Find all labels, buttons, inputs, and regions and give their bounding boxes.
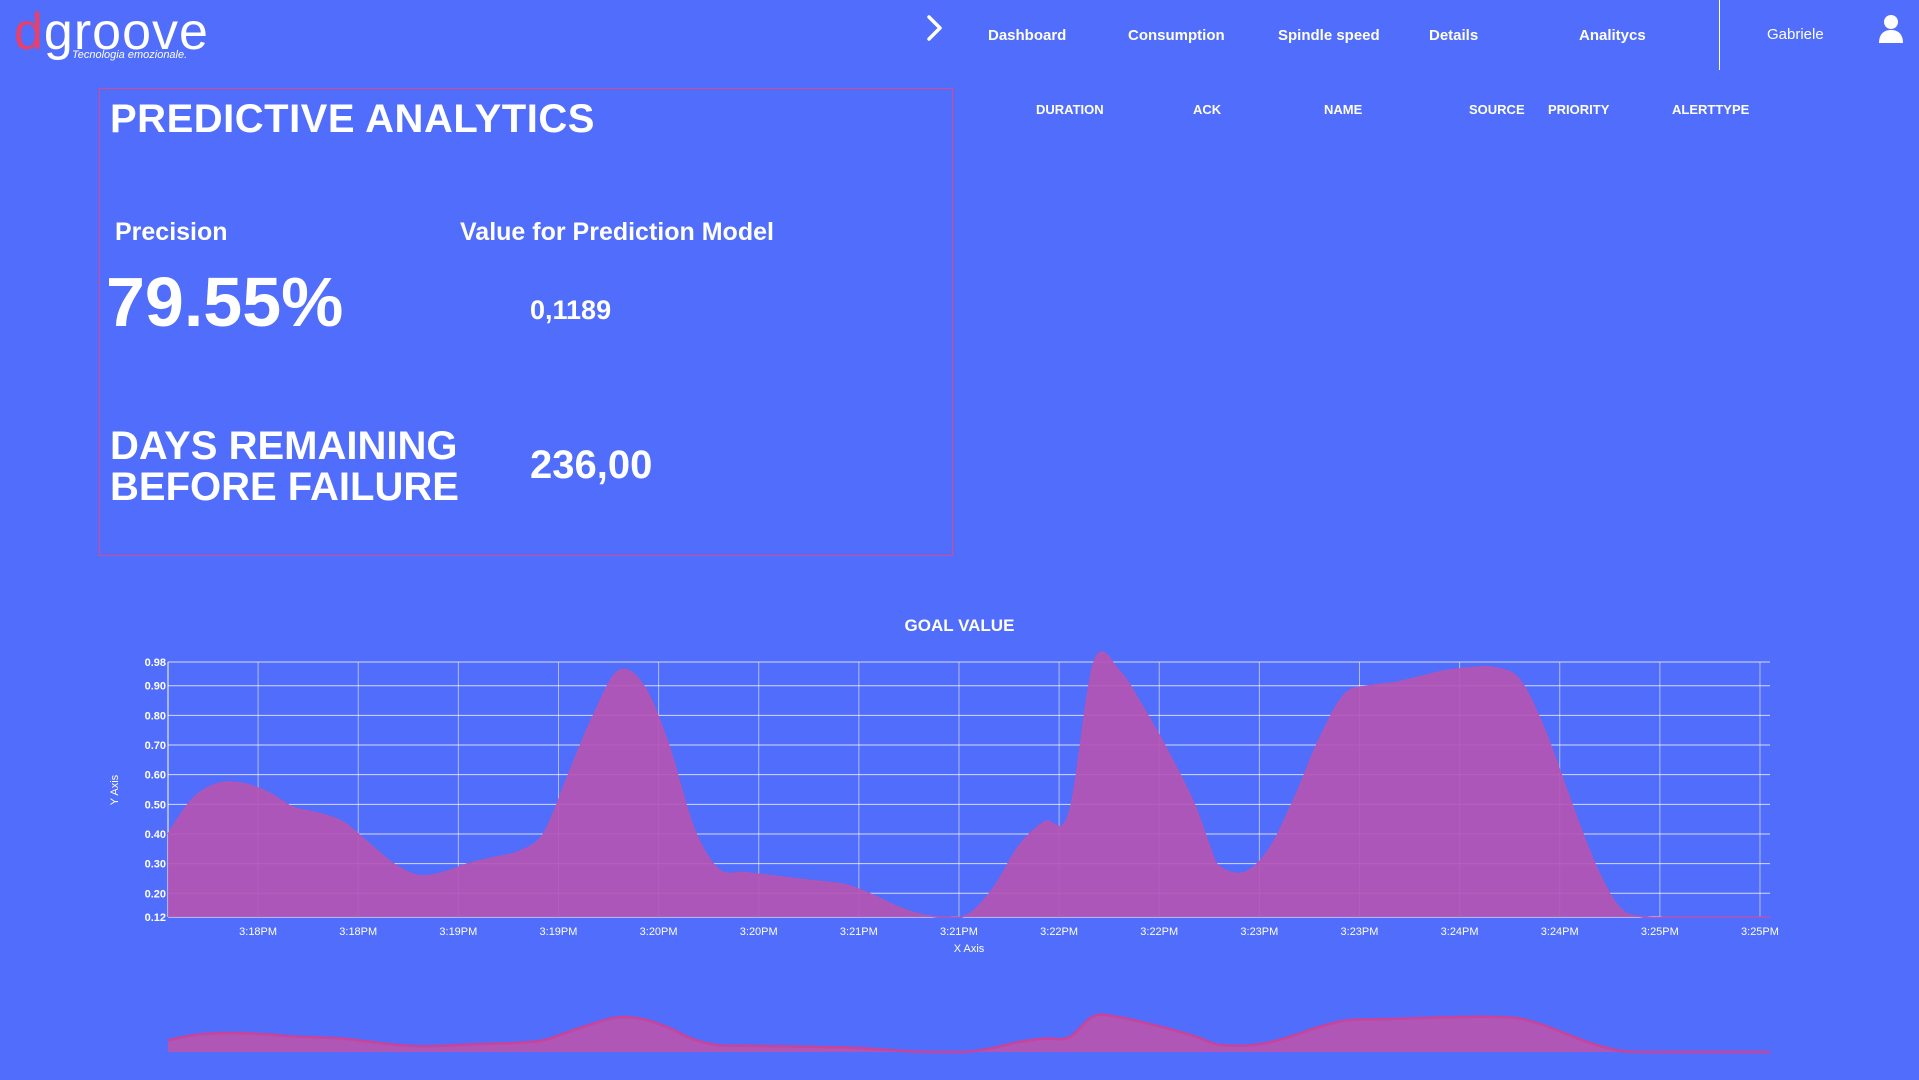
x-tick-label: 3:20PM (640, 926, 678, 938)
brand-tagline: Tecnologia emozionale. (72, 49, 188, 61)
brand-name-rest: groove (43, 3, 209, 61)
x-tick-label: 3:19PM (439, 926, 477, 938)
column-header-alerttype[interactable]: ALERTTYPE (1672, 102, 1750, 117)
model-value: 0,1189 (530, 295, 612, 325)
column-header-name[interactable]: NAME (1324, 102, 1363, 117)
y-tick-label: 0.70 (145, 740, 166, 752)
column-header-ack[interactable]: ACK (1193, 102, 1222, 117)
column-header-priority[interactable]: PRIORITY (1548, 102, 1610, 117)
x-tick-label: 3:21PM (940, 926, 978, 938)
x-tick-label: 3:18PM (239, 926, 277, 938)
days-remaining-label-line1: DAYS REMAINING (110, 424, 458, 468)
nav-consumption[interactable]: Consumption (1128, 27, 1225, 44)
goal-value-area (168, 651, 1770, 918)
chevron-right-icon[interactable] (920, 13, 950, 43)
y-tick-label: 0.98 (145, 657, 166, 669)
nav-spindle-speed[interactable]: Spindle speed (1278, 27, 1380, 44)
x-tick-label: 3:22PM (1040, 926, 1078, 938)
x-tick-label: 3:23PM (1341, 926, 1379, 938)
model-value-label: Value for Prediction Model (460, 218, 774, 246)
days-remaining-value: 236,00 (530, 443, 653, 487)
x-tick-label: 3:23PM (1240, 926, 1278, 938)
user-icon[interactable] (1878, 14, 1904, 44)
x-tick-label: 3:24PM (1441, 926, 1479, 938)
nav-details[interactable]: Details (1429, 27, 1479, 44)
nav-dashboard[interactable]: Dashboard (988, 27, 1067, 44)
x-tick-label: 3:22PM (1140, 926, 1178, 938)
y-tick-label: 0.90 (145, 681, 166, 693)
goal-value-chart[interactable]: 0.12 0.20 0.30 0.40 0.50 0.60 0.70 0.80 0.90 0.98… (0, 640, 1919, 970)
x-tick-label: 3:25PM (1741, 926, 1779, 938)
x-tick-label: 3:20PM (740, 926, 778, 938)
x-tick-label: 3:18PM (339, 926, 377, 938)
panel-title: PREDICTIVE ANALYTICS (110, 97, 595, 141)
chart-title: GOAL VALUE (904, 616, 1015, 635)
y-tick-label: 0.30 (145, 859, 166, 871)
days-remaining-label-line2: BEFORE FAILURE (110, 465, 459, 509)
y-tick-label: 0.80 (145, 710, 166, 722)
column-header-source[interactable]: SOURCE (1469, 102, 1525, 117)
y-tick-label: 0.12 (145, 912, 166, 924)
nav-divider (1719, 0, 1720, 70)
x-axis-title: X Axis (954, 943, 985, 955)
x-tick-label: 3:21PM (840, 926, 878, 938)
column-header-duration[interactable]: DURATION (1036, 102, 1104, 117)
nav-analytics[interactable]: Analitycs (1579, 27, 1646, 44)
y-tick-label: 0.50 (145, 799, 166, 811)
y-tick-label: 0.20 (145, 888, 166, 900)
days-remaining-label: DAYS REMAINING BEFORE FAILURE (110, 426, 530, 508)
overview-line (167, 1013, 1770, 1054)
precision-value: 79.55% (106, 263, 344, 341)
x-tick-label: 3:25PM (1641, 926, 1679, 938)
predictive-analytics-panel (99, 88, 953, 556)
y-axis-title: Y Axis (109, 774, 121, 805)
x-tick-label: 3:24PM (1541, 926, 1579, 938)
brand-logo[interactable]: dgroove Tecnologia emozionale. (14, 4, 208, 64)
goal-value-line (167, 651, 1770, 919)
brand-wordmark: dgroove (14, 4, 209, 60)
y-tick-label: 0.40 (145, 829, 166, 841)
overview-area (168, 1014, 1770, 1053)
user-name[interactable]: Gabriele (1767, 26, 1824, 43)
x-tick-label: 3:19PM (540, 926, 578, 938)
precision-label: Precision (115, 218, 228, 246)
goal-value-overview-brush[interactable] (0, 1010, 1919, 1060)
y-tick-label: 0.60 (145, 770, 166, 782)
brand-initial: d (14, 3, 44, 61)
